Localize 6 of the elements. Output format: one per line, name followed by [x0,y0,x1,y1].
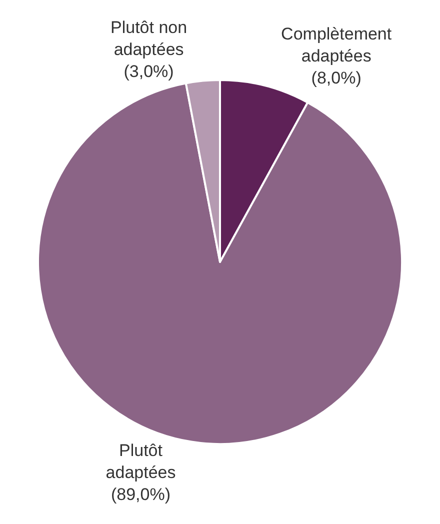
data-label: (8,0%) [311,68,362,88]
data-label: (89,0%) [110,485,171,504]
slice-label: Complètement adaptées [281,24,392,66]
data-label: (3,0%) [124,62,174,82]
slice-label: Plutôt non adaptées [110,18,188,59]
slice-label: Plutôt adaptées [106,440,176,482]
